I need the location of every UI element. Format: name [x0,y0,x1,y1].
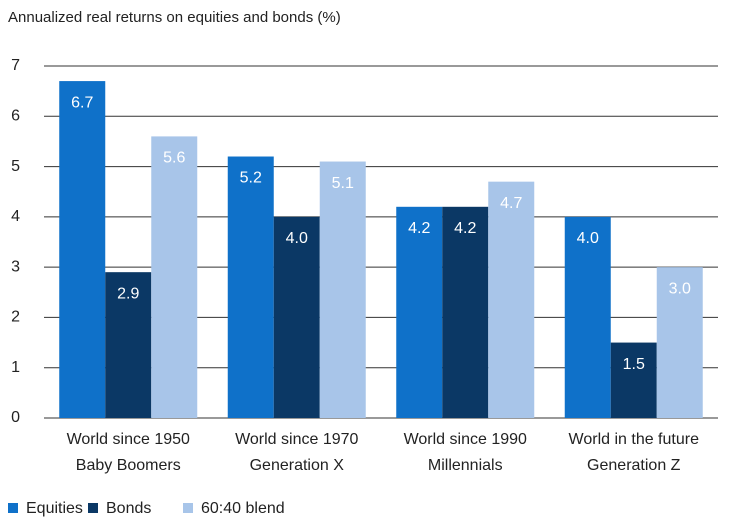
x-tick-label: Millennials [428,457,503,474]
legend-swatch [88,503,98,513]
data-label: 4.0 [286,230,308,247]
data-label: 4.2 [408,220,430,237]
data-label: 3.0 [669,280,691,297]
bar [151,136,198,418]
x-tick-label: World since 1990 [404,431,527,448]
y-tick-label: 5 [11,158,20,175]
bar [59,81,106,418]
bar [656,267,703,418]
data-label: 5.2 [240,170,262,187]
bar [564,216,611,418]
x-tick-label: World since 1950 [67,431,190,448]
legend-label: Bonds [106,500,151,517]
bar [105,272,152,418]
data-label: 1.5 [623,356,645,373]
x-tick-label: World since 1970 [235,431,358,448]
bar [442,206,489,418]
y-tick-label: 3 [11,258,20,275]
legend-swatch [8,503,18,513]
y-tick-label: 7 [11,57,20,74]
y-tick-label: 0 [11,409,20,426]
y-tick-label: 2 [11,309,20,326]
legend-swatch [183,503,193,513]
bar [488,181,535,418]
bar [610,342,657,418]
y-tick-label: 4 [11,208,20,225]
x-tick-label: Generation X [250,457,345,474]
data-label: 2.9 [117,285,139,302]
legend-label: Equities [26,500,83,517]
chart-title: Annualized real returns on equities and … [8,9,341,26]
data-label: 5.1 [332,175,354,192]
data-label: 4.7 [500,195,522,212]
legend-label: 60:40 blend [201,500,285,517]
bar [319,161,366,419]
data-label: 6.7 [71,94,93,111]
bar [396,206,443,418]
y-tick-label: 1 [11,359,20,376]
data-label: 5.6 [163,150,185,167]
data-label: 4.2 [454,220,476,237]
x-tick-label: Baby Boomers [76,457,181,474]
x-tick-label: World in the future [569,431,700,448]
x-tick-label: Generation Z [587,457,681,474]
y-tick-label: 6 [11,108,20,125]
data-label: 4.0 [577,230,599,247]
bar [273,216,320,418]
bar [227,156,274,418]
